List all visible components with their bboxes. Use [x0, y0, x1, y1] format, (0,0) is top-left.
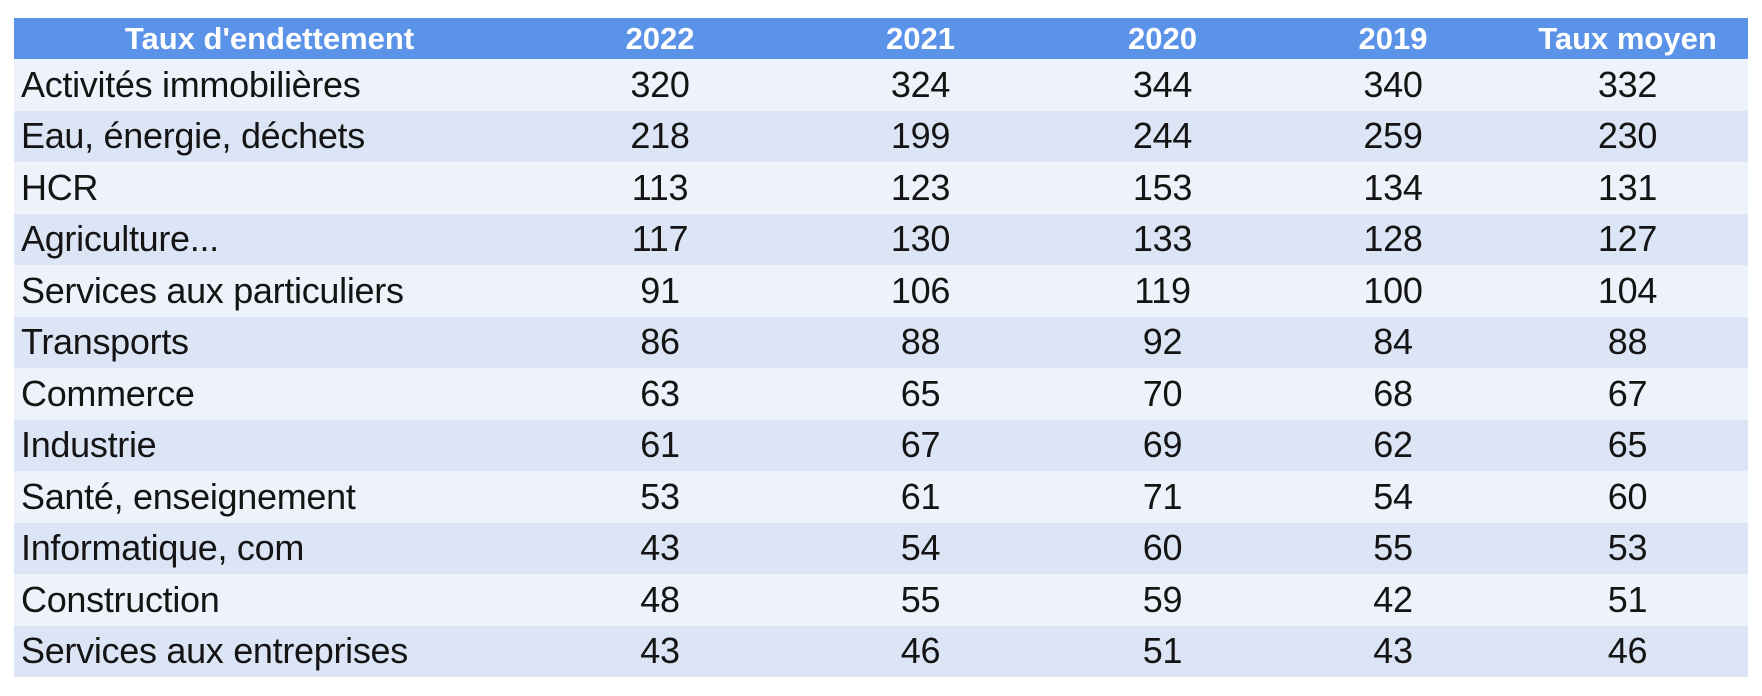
value-cell: 244: [1132, 115, 1193, 157]
table-row: Activités immobilières 320 324 344 340 332: [14, 59, 1748, 111]
value-cell: 199: [890, 115, 951, 157]
value-cell: 60: [1607, 475, 1648, 517]
row-label: Commerce: [21, 372, 195, 414]
header-cell-title: Taux d'endettement: [14, 18, 525, 59]
value-cell: 344: [1132, 63, 1193, 105]
table-row: Santé, enseignement 53 61 71 54 60: [14, 471, 1748, 523]
value-cell: 106: [890, 269, 951, 311]
value-cell: 54: [900, 527, 941, 569]
value-cell: 92: [1142, 321, 1183, 363]
row-label: Industrie: [21, 424, 157, 466]
table-row: Agriculture... 117 130 133 128 127: [14, 213, 1748, 265]
row-label: Santé, enseignement: [21, 475, 356, 517]
value-cell: 67: [900, 424, 941, 466]
header-cell-year: 2020: [1046, 18, 1279, 59]
table-body: Activités immobilières 320 324 344 340 332 Eau…: [14, 59, 1748, 677]
value-cell: 42: [1373, 578, 1413, 620]
header-cell-year: Taux moyen: [1507, 18, 1748, 59]
value-cell: 332: [1597, 63, 1658, 105]
value-cell: 70: [1142, 372, 1183, 414]
table-row: Industrie 61 67 69 62 65: [14, 419, 1748, 471]
header-row: Taux d'endettement 2022 2021 2020 2019 Taux m…: [14, 18, 1748, 59]
value-cell: 51: [1607, 578, 1648, 620]
value-cell: 131: [1597, 166, 1658, 208]
value-cell: 60: [1142, 527, 1183, 569]
row-label: Agriculture...: [21, 218, 219, 260]
value-cell: 48: [640, 578, 680, 620]
row-label: Eau, énergie, déchets: [21, 115, 365, 157]
row-label: Services aux particuliers: [21, 269, 404, 311]
header-cell-year: 2022: [525, 18, 795, 59]
value-cell: 88: [900, 321, 941, 363]
debt-ratio-table-container: Taux d'endettement 2022 2021 2020 2019 Taux m…: [14, 18, 1748, 677]
value-cell: 324: [890, 63, 951, 105]
value-cell: 320: [630, 63, 690, 105]
table-row: HCR 113 123 153 134 131: [14, 162, 1748, 214]
header-cell-year: 2021: [795, 18, 1046, 59]
table-row: Transports 86 88 92 84 88: [14, 316, 1748, 368]
value-cell: 43: [640, 527, 680, 569]
value-cell: 340: [1363, 63, 1423, 105]
value-cell: 130: [890, 218, 951, 260]
table-row: Construction 48 55 59 42 51: [14, 574, 1748, 626]
value-cell: 61: [900, 475, 941, 517]
value-cell: 68: [1373, 372, 1413, 414]
value-cell: 53: [1607, 527, 1648, 569]
table-row: Commerce 63 65 70 68 67: [14, 368, 1748, 420]
value-cell: 65: [1607, 424, 1648, 466]
value-cell: 230: [1597, 115, 1658, 157]
row-label: Transports: [21, 321, 189, 363]
value-cell: 71: [1142, 475, 1183, 517]
row-label: HCR: [21, 166, 99, 208]
value-cell: 134: [1363, 166, 1423, 208]
value-cell: 69: [1142, 424, 1183, 466]
row-label: Services aux entreprises: [21, 630, 408, 672]
value-cell: 51: [1142, 630, 1183, 672]
table-row: Services aux entreprises 43 46 51 43 46: [14, 625, 1748, 677]
value-cell: 259: [1363, 115, 1423, 157]
table-row: Services aux particuliers 91 106 119 100 104: [14, 265, 1748, 317]
value-cell: 53: [640, 475, 680, 517]
value-cell: 104: [1597, 269, 1658, 311]
value-cell: 55: [1373, 527, 1413, 569]
value-cell: 84: [1373, 321, 1413, 363]
value-cell: 65: [900, 372, 941, 414]
value-cell: 61: [640, 424, 680, 466]
row-label: Construction: [21, 578, 220, 620]
value-cell: 119: [1134, 269, 1191, 311]
header-cell-year: 2019: [1279, 18, 1507, 59]
value-cell: 127: [1597, 218, 1658, 260]
value-cell: 59: [1142, 578, 1183, 620]
value-cell: 117: [631, 218, 689, 260]
value-cell: 113: [631, 166, 689, 208]
value-cell: 133: [1132, 218, 1193, 260]
value-cell: 43: [640, 630, 680, 672]
value-cell: 63: [640, 372, 680, 414]
row-label: Informatique, com: [21, 527, 305, 569]
value-cell: 62: [1373, 424, 1413, 466]
value-cell: 46: [1607, 630, 1648, 672]
value-cell: 43: [1373, 630, 1413, 672]
value-cell: 86: [640, 321, 680, 363]
value-cell: 46: [900, 630, 941, 672]
table-header: Taux d'endettement 2022 2021 2020 2019 Taux m…: [14, 18, 1748, 59]
value-cell: 54: [1373, 475, 1413, 517]
value-cell: 153: [1132, 166, 1193, 208]
table-row: Informatique, com 43 54 60 55 53: [14, 522, 1748, 574]
value-cell: 88: [1607, 321, 1648, 363]
value-cell: 91: [640, 269, 680, 311]
value-cell: 100: [1363, 269, 1423, 311]
value-cell: 123: [890, 166, 951, 208]
row-label: Activités immobilières: [21, 63, 361, 105]
value-cell: 55: [900, 578, 941, 620]
debt-ratio-table: Taux d'endettement 2022 2021 2020 2019 Taux m…: [14, 18, 1748, 677]
value-cell: 218: [630, 115, 690, 157]
table-row: Eau, énergie, déchets 218 199 244 259 230: [14, 110, 1748, 162]
value-cell: 128: [1363, 218, 1423, 260]
value-cell: 67: [1607, 372, 1648, 414]
